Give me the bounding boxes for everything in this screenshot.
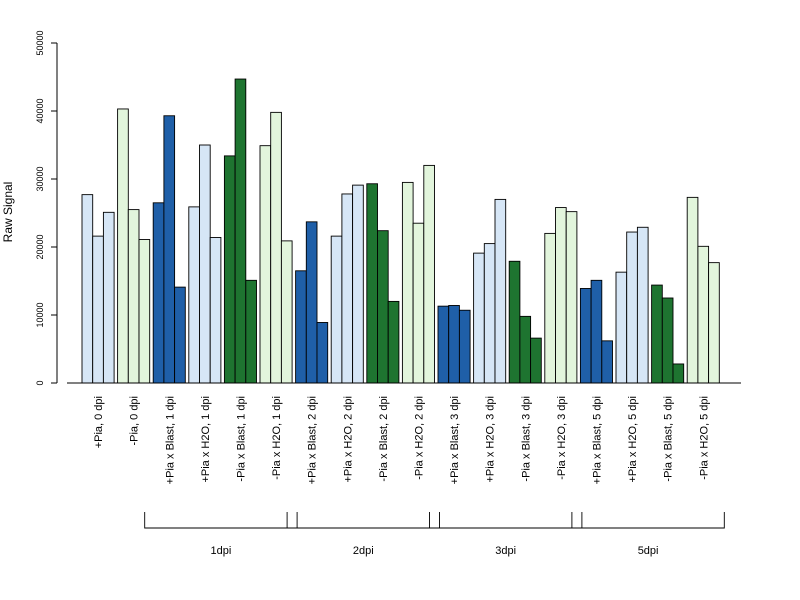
bar xyxy=(295,270,307,384)
bar xyxy=(672,363,685,384)
group-bracket xyxy=(429,512,583,529)
bar xyxy=(555,207,567,384)
group-brackets: 1dpi 2dpi 3dpi 5dpi xyxy=(144,512,725,557)
y-tick-label: 20000 xyxy=(35,234,45,259)
bar xyxy=(270,111,282,384)
bar xyxy=(117,108,129,384)
bars-layer xyxy=(81,78,720,384)
category-label: +Pia x Blast, 5 dpi xyxy=(591,396,603,484)
category-label: +Pia x Blast, 1 dpi xyxy=(164,396,176,484)
bar xyxy=(366,183,378,384)
bar xyxy=(81,194,94,384)
y-axis-title: Raw Signal xyxy=(1,182,15,243)
group-label: 1dpi xyxy=(211,545,232,557)
bar xyxy=(519,315,532,384)
group-bracket xyxy=(144,512,298,529)
group-label: 5dpi xyxy=(638,545,659,557)
bar xyxy=(626,231,638,384)
bar xyxy=(708,262,720,384)
bar xyxy=(352,184,364,384)
bar xyxy=(387,300,400,384)
y-tick-label: 40000 xyxy=(35,98,45,123)
bar xyxy=(494,198,507,384)
bar xyxy=(199,144,211,384)
group-label: 2dpi xyxy=(353,545,374,557)
bar xyxy=(437,305,450,384)
bar xyxy=(697,245,710,384)
category-label: +Pia x H2O, 5 dpi xyxy=(627,396,639,483)
bar xyxy=(636,226,649,384)
category-label: -Pia x H2O, 3 dpi xyxy=(556,396,568,480)
bar xyxy=(174,286,186,384)
bar xyxy=(448,305,460,384)
bar xyxy=(661,297,674,384)
category-label: +Pia x H2O, 3 dpi xyxy=(485,396,497,483)
bar xyxy=(473,252,485,384)
category-label: -Pia x Blast, 2 dpi xyxy=(378,396,390,482)
category-label: -Pia x H2O, 5 dpi xyxy=(698,396,710,480)
y-tick-label: 0 xyxy=(35,380,45,385)
y-tick-label: 10000 xyxy=(35,302,45,327)
bar xyxy=(590,279,603,384)
category-labels: +Pia, 0 dpi -Pia, 0 dpi +Pia x Blast, 1 dp… xyxy=(93,396,710,484)
bar xyxy=(188,206,200,384)
category-label: -Pia x Blast, 3 dpi xyxy=(520,396,532,482)
bar xyxy=(341,193,354,384)
category-label: -Pia x H2O, 2 dpi xyxy=(413,396,425,480)
bar xyxy=(530,337,542,384)
bar xyxy=(423,164,435,384)
bar xyxy=(579,288,592,384)
bar xyxy=(92,235,104,384)
bar xyxy=(508,260,521,384)
group-bracket xyxy=(286,512,440,529)
bar xyxy=(615,271,628,384)
group-label: 3dpi xyxy=(495,545,516,557)
bar xyxy=(102,211,115,384)
bar xyxy=(223,155,236,384)
category-label: +Pia, 0 dpi xyxy=(93,396,105,448)
category-label: +Pia x Blast, 2 dpi xyxy=(307,396,319,484)
bar xyxy=(127,209,140,384)
category-label: +Pia x H2O, 1 dpi xyxy=(200,396,212,483)
bar xyxy=(209,237,222,384)
bar xyxy=(330,235,343,384)
bar xyxy=(234,78,247,384)
category-label: -Pia x Blast, 1 dpi xyxy=(235,396,247,482)
bar xyxy=(401,181,414,384)
bar xyxy=(544,232,556,384)
bar xyxy=(686,196,699,384)
category-label: -Pia x Blast, 5 dpi xyxy=(663,396,675,482)
category-label: -Pia, 0 dpi xyxy=(129,396,141,446)
group-bracket xyxy=(571,512,725,529)
bar xyxy=(377,230,389,384)
category-label: +Pia x Blast, 3 dpi xyxy=(449,396,461,484)
bar xyxy=(138,239,151,384)
bar xyxy=(305,221,318,384)
category-label: +Pia x H2O, 2 dpi xyxy=(342,396,354,483)
bar xyxy=(412,222,425,384)
bar xyxy=(163,115,176,384)
bar xyxy=(316,322,329,384)
y-axis: 0 10000 20000 30000 40000 50000 xyxy=(35,30,58,386)
bar xyxy=(601,340,613,384)
y-tick-label: 50000 xyxy=(35,30,45,55)
y-tick-label: 30000 xyxy=(35,166,45,191)
bar xyxy=(259,145,272,384)
bar xyxy=(245,279,257,384)
bar xyxy=(458,309,471,384)
bar xyxy=(280,240,293,384)
bar xyxy=(152,202,165,384)
bar xyxy=(483,243,496,384)
category-label: -Pia x H2O, 1 dpi xyxy=(271,396,283,480)
bar xyxy=(651,284,663,384)
bar xyxy=(565,211,578,384)
